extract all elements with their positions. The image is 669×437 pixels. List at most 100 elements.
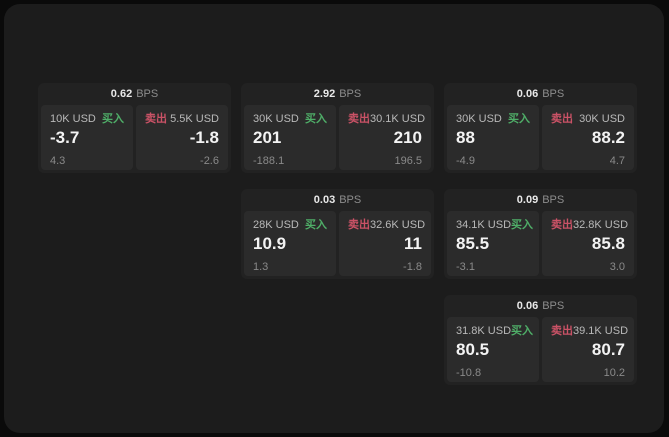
sell-price: 11: [404, 234, 422, 254]
buy-side-label: 买入: [102, 113, 124, 125]
sell-side-label: 卖出: [551, 325, 573, 337]
buy-tile-header: 34.1K USD 买入: [456, 219, 534, 231]
sell-price: 80.7: [591, 340, 625, 360]
spread-unit: BPS: [542, 299, 565, 312]
buy-price: 88: [456, 128, 475, 148]
spread-header: 0.03 BPS: [241, 189, 434, 211]
buy-delta: 4.3: [50, 154, 66, 167]
spread-header: 2.92 BPS: [241, 83, 434, 105]
spread-value: 0.03: [313, 193, 336, 206]
buy-side-label: 买入: [511, 219, 534, 231]
sell-delta: -1.8: [403, 260, 422, 273]
buy-quote-tile[interactable]: 28K USD 买入 10.9 1.3: [244, 211, 336, 276]
buy-price: -3.7: [50, 128, 80, 148]
quote-card: 0.09 BPS 34.1K USD 买入 85.5 -3.1 卖出 32.8K…: [444, 189, 637, 279]
quote-tiles: 10K USD 买入 -3.7 4.3 卖出 5.5K USD -1.8 -2.…: [38, 105, 231, 173]
sell-side-label: 卖出: [145, 113, 167, 125]
quote-card: 0.62 BPS 10K USD 买入 -3.7 4.3 卖出 5.5K USD…: [38, 83, 231, 173]
spread-unit: BPS: [339, 87, 362, 100]
buy-tile-header: 10K USD 买入: [50, 113, 124, 125]
quote-tiles: 30K USD 买入 201 -188.1 卖出 30.1K USD 210 1…: [241, 105, 434, 173]
buy-quote-tile[interactable]: 31.8K USD 买入 80.5 -10.8: [447, 317, 539, 382]
spread-header: 0.06 BPS: [444, 295, 637, 317]
quote-tiles: 34.1K USD 买入 85.5 -3.1 卖出 32.8K USD 85.8…: [444, 211, 637, 279]
sell-side-label: 卖出: [348, 219, 370, 231]
buy-quote-tile[interactable]: 30K USD 买入 88 -4.9: [447, 105, 539, 170]
sell-price: 88.2: [591, 128, 625, 148]
buy-size: 34.1K USD: [456, 219, 512, 231]
spread-value: 0.62: [110, 87, 133, 100]
sell-side-label: 卖出: [551, 113, 573, 125]
sell-delta: 196.5: [394, 154, 422, 167]
sell-size: 5.5K USD: [170, 113, 219, 125]
quote-card: 2.92 BPS 30K USD 买入 201 -188.1 卖出 30.1K …: [241, 83, 434, 173]
sell-quote-tile[interactable]: 卖出 39.1K USD 80.7 10.2: [542, 317, 634, 382]
sell-quote-tile[interactable]: 卖出 30K USD 88.2 4.7: [542, 105, 634, 170]
spread-header: 0.06 BPS: [444, 83, 637, 105]
buy-size: 28K USD: [253, 219, 299, 231]
buy-size: 30K USD: [456, 113, 502, 125]
sell-price: 85.8: [591, 234, 625, 254]
sell-delta: -2.6: [200, 154, 219, 167]
sell-tile-header: 卖出 30.1K USD: [348, 113, 426, 125]
sell-delta: 10.2: [603, 366, 625, 379]
spread-unit: BPS: [542, 87, 565, 100]
sell-tile-header: 卖出 30K USD: [551, 113, 625, 125]
quote-tiles: 31.8K USD 买入 80.5 -10.8 卖出 39.1K USD 80.…: [444, 317, 637, 385]
spread-value: 2.92: [313, 87, 336, 100]
spread-header: 0.62 BPS: [38, 83, 231, 105]
sell-quote-tile[interactable]: 卖出 5.5K USD -1.8 -2.6: [136, 105, 228, 170]
buy-side-label: 买入: [511, 325, 534, 337]
buy-delta: -4.9: [456, 154, 475, 167]
buy-tile-header: 31.8K USD 买入: [456, 325, 534, 337]
buy-price: 201: [253, 128, 282, 148]
sell-tile-header: 卖出 32.6K USD: [348, 219, 426, 231]
quote-board-panel: 0.62 BPS 10K USD 买入 -3.7 4.3 卖出 5.5K USD…: [4, 4, 664, 433]
buy-quote-tile[interactable]: 34.1K USD 买入 85.5 -3.1: [447, 211, 539, 276]
buy-size: 10K USD: [50, 113, 96, 125]
sell-size: 32.8K USD: [573, 219, 629, 231]
buy-delta: 1.3: [253, 260, 269, 273]
buy-side-label: 买入: [305, 113, 327, 125]
buy-size: 31.8K USD: [456, 325, 512, 337]
spread-unit: BPS: [339, 193, 362, 206]
sell-quote-tile[interactable]: 卖出 32.8K USD 85.8 3.0: [542, 211, 634, 276]
sell-size: 30.1K USD: [370, 113, 426, 125]
spread-value: 0.09: [516, 193, 539, 206]
buy-price: 80.5: [456, 340, 490, 360]
buy-delta: -188.1: [253, 154, 285, 167]
buy-side-label: 买入: [508, 113, 530, 125]
sell-size: 30K USD: [579, 113, 625, 125]
spread-value: 0.06: [516, 299, 539, 312]
sell-size: 32.6K USD: [370, 219, 426, 231]
sell-delta: 3.0: [609, 260, 625, 273]
quotes-grid: 0.62 BPS 10K USD 买入 -3.7 4.3 卖出 5.5K USD…: [38, 83, 637, 385]
sell-tile-header: 卖出 39.1K USD: [551, 325, 629, 337]
sell-price: 210: [393, 128, 422, 148]
sell-delta: 4.7: [609, 154, 625, 167]
sell-size: 39.1K USD: [573, 325, 629, 337]
quote-tiles: 30K USD 买入 88 -4.9 卖出 30K USD 88.2 4.7: [444, 105, 637, 173]
sell-quote-tile[interactable]: 卖出 32.6K USD 11 -1.8: [339, 211, 431, 276]
buy-tile-header: 30K USD 买入: [253, 113, 327, 125]
buy-price: 85.5: [456, 234, 490, 254]
quote-card: 0.06 BPS 30K USD 买入 88 -4.9 卖出 30K USD 8…: [444, 83, 637, 173]
spread-header: 0.09 BPS: [444, 189, 637, 211]
buy-size: 30K USD: [253, 113, 299, 125]
quote-tiles: 28K USD 买入 10.9 1.3 卖出 32.6K USD 11 -1.8: [241, 211, 434, 279]
buy-quote-tile[interactable]: 30K USD 买入 201 -188.1: [244, 105, 336, 170]
sell-tile-header: 卖出 32.8K USD: [551, 219, 629, 231]
sell-side-label: 卖出: [551, 219, 573, 231]
sell-quote-tile[interactable]: 卖出 30.1K USD 210 196.5: [339, 105, 431, 170]
spread-unit: BPS: [542, 193, 565, 206]
buy-delta: -3.1: [456, 260, 475, 273]
quote-card: 0.03 BPS 28K USD 买入 10.9 1.3 卖出 32.6K US…: [241, 189, 434, 279]
spread-unit: BPS: [136, 87, 159, 100]
sell-side-label: 卖出: [348, 113, 370, 125]
buy-tile-header: 28K USD 买入: [253, 219, 327, 231]
buy-delta: -10.8: [456, 366, 482, 379]
buy-quote-tile[interactable]: 10K USD 买入 -3.7 4.3: [41, 105, 133, 170]
spread-value: 0.06: [516, 87, 539, 100]
sell-price: -1.8: [189, 128, 219, 148]
sell-tile-header: 卖出 5.5K USD: [145, 113, 219, 125]
